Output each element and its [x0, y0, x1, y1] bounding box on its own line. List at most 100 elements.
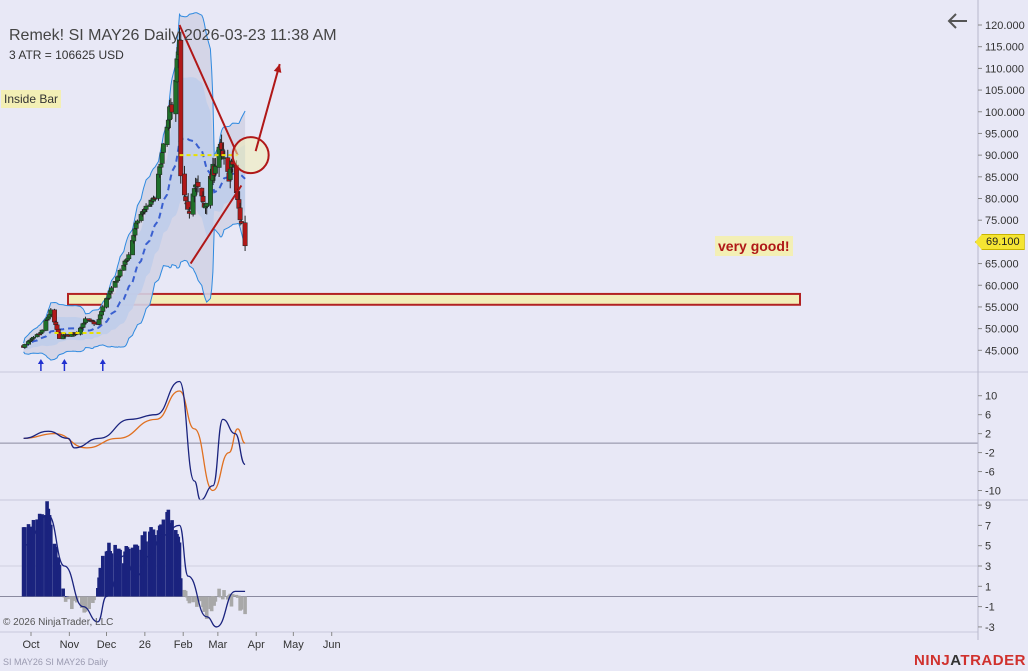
candle-body[interactable]	[173, 79, 179, 115]
candle-body[interactable]	[52, 309, 57, 323]
histogram-bar	[183, 590, 188, 597]
candle-body[interactable]	[132, 228, 138, 236]
candle-body[interactable]	[126, 254, 132, 260]
annotation-text[interactable]: very good!	[715, 236, 793, 256]
candle-body[interactable]	[54, 324, 60, 330]
x-axis-label: Dec	[97, 639, 117, 651]
breakout-arrow-line[interactable]	[254, 63, 281, 152]
candle-body[interactable]	[200, 196, 206, 202]
histogram-bar	[72, 596, 77, 600]
candle-body[interactable]	[83, 318, 88, 323]
candle-body[interactable]	[157, 166, 163, 175]
candle-body[interactable]	[31, 336, 36, 339]
candle-body[interactable]	[108, 287, 114, 292]
candle-body[interactable]	[165, 119, 171, 129]
candle-body[interactable]	[212, 166, 218, 174]
price-axis-tick-label: 90.000	[985, 150, 1019, 162]
price-axis-tick-label: 95.000	[985, 128, 1019, 140]
price-axis-tick-label: 75.000	[985, 215, 1019, 227]
oscillator-axis-tick-label: 2	[985, 429, 991, 441]
histogram-bar	[235, 596, 240, 598]
histogram-axis-tick-label: 5	[985, 541, 991, 553]
candle-body[interactable]	[160, 143, 166, 153]
brand-slash: A	[950, 652, 961, 669]
atr-label: 3 ATR = 106625 USD	[9, 48, 124, 62]
support-zone-rectangle[interactable]	[67, 292, 801, 306]
candle-body[interactable]	[152, 198, 158, 200]
candle-body[interactable]	[159, 152, 165, 164]
x-axis-label: 26	[139, 639, 151, 651]
oscillator-axis-tick-label: -10	[985, 486, 1001, 498]
histogram-bar	[118, 549, 122, 597]
candle-body[interactable]	[28, 339, 34, 342]
candle-body[interactable]	[238, 221, 244, 224]
x-axis-label: Jun	[323, 639, 341, 651]
candle-body[interactable]	[219, 142, 225, 150]
candle-body[interactable]	[227, 168, 233, 180]
candle-body[interactable]	[113, 281, 119, 283]
candle-body[interactable]	[237, 207, 243, 221]
candle-body[interactable]	[106, 293, 112, 299]
histogram-bar	[239, 596, 244, 610]
candle-body[interactable]	[22, 344, 28, 348]
price-axis-tick-label: 50.000	[985, 324, 1019, 336]
histogram-axis-tick-label: -1	[985, 602, 995, 614]
histogram-bar	[23, 527, 27, 597]
candle-body[interactable]	[242, 222, 248, 247]
candle-body[interactable]	[158, 163, 164, 168]
instrument-footer-label: SI MAY26 SI MAY26 Daily	[3, 657, 108, 667]
histogram-bar	[229, 596, 234, 607]
inside-bar-indicator-label[interactable]: Inside Bar	[1, 90, 62, 108]
candle-body[interactable]	[96, 319, 102, 325]
histogram-axis-tick-label: -3	[985, 622, 995, 634]
back-button[interactable]	[944, 8, 972, 34]
candle-body[interactable]	[91, 321, 97, 325]
candle-body[interactable]	[182, 173, 187, 196]
candle-body[interactable]	[195, 181, 201, 187]
histogram-bar	[66, 596, 70, 600]
candle-body[interactable]	[117, 269, 123, 277]
histogram-bar	[31, 519, 36, 597]
histogram-bar	[191, 596, 195, 603]
price-axis-tick-label: 105.000	[985, 85, 1025, 97]
candle-body[interactable]	[43, 320, 49, 331]
histogram-bar	[152, 535, 157, 597]
candle-body[interactable]	[183, 196, 189, 202]
candle-body[interactable]	[178, 39, 184, 177]
histogram-bar	[222, 590, 226, 597]
price-axis-tick-label: 120.000	[985, 20, 1025, 32]
histogram-bar	[87, 596, 91, 610]
candle-body[interactable]	[199, 187, 205, 197]
chart-title: Remek! SI MAY26 Daily 2026-03-23 11:38 A…	[9, 27, 337, 44]
candle-body[interactable]	[147, 204, 153, 207]
oscillator-axis-tick-label: 10	[985, 391, 997, 403]
candle-body[interactable]	[81, 322, 87, 325]
candle-body[interactable]	[39, 329, 45, 333]
x-axis-label: Feb	[174, 639, 193, 651]
triangle-upper-trendline[interactable]	[178, 24, 239, 156]
histogram-bar	[213, 596, 218, 602]
price-axis-tick-label: 115.000	[985, 42, 1024, 54]
last-price-marker: 69.100	[975, 234, 1025, 250]
histogram-bar	[63, 596, 68, 602]
oscillator-axis-tick-label: 6	[985, 410, 991, 422]
x-axis-label: Oct	[22, 639, 39, 651]
candle-body[interactable]	[220, 150, 226, 157]
oscillator-axis-tick-label: -2	[985, 448, 995, 460]
candle-body[interactable]	[142, 209, 148, 213]
candle-body[interactable]	[134, 220, 140, 224]
x-axis-label: May	[283, 639, 304, 651]
histogram-bar	[225, 596, 230, 600]
candle-body[interactable]	[143, 205, 149, 210]
candle-body[interactable]	[121, 264, 127, 271]
candle-body[interactable]	[100, 306, 106, 312]
candle-body[interactable]	[138, 214, 144, 221]
breakout-circle[interactable]	[231, 136, 270, 175]
candle-body[interactable]	[131, 235, 137, 242]
histogram-bar	[230, 594, 235, 597]
candle-body[interactable]	[185, 201, 191, 210]
signal-line	[23, 390, 246, 492]
candle-body[interactable]	[104, 298, 109, 308]
triangle-lower-trendline[interactable]	[189, 184, 243, 265]
macd-line	[23, 380, 246, 501]
